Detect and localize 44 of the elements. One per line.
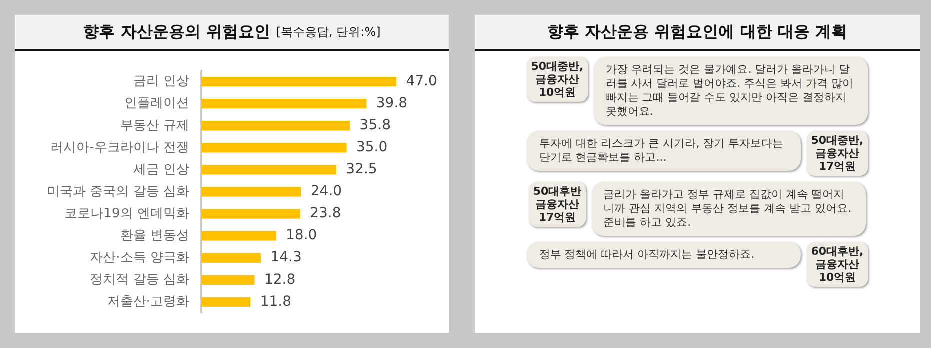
y-tick-label: 부동산 규제 bbox=[120, 118, 190, 134]
bar bbox=[201, 187, 302, 197]
text: 50대중반, 금융자산 17억원 bbox=[807, 131, 868, 176]
text: 투자에 대한 리스크가 큰 시기라, 장기 투자보다는 단기로 현금확보를 하고... bbox=[527, 131, 802, 171]
text: 50대후반 금융자산 17억원 bbox=[529, 182, 586, 227]
bar bbox=[201, 121, 350, 131]
y-tick-label: 자산·소득 양극화 bbox=[90, 250, 190, 266]
data-label: 39.8 bbox=[376, 95, 408, 112]
bar bbox=[201, 99, 367, 109]
text: 60대후반, 금융자산 10억원 bbox=[807, 242, 868, 287]
y-tick-label: 금리 인상 bbox=[133, 74, 190, 90]
bar bbox=[201, 253, 262, 263]
data-label: 11.8 bbox=[260, 294, 292, 310]
bar bbox=[201, 231, 276, 241]
data-label: 14.3 bbox=[270, 250, 302, 266]
text: 가장 우려되는 것은 물가예요. 달러가 올라가니 달러를 사서 달러로 벌어야죠. 주식은 봐서 가격 많이 빠지는 그때 들어갈 수도 있지만 아직은 결정하지 못했어요. bbox=[594, 57, 868, 125]
bar bbox=[201, 165, 336, 175]
y-tick-label: 저출산·고령화 bbox=[107, 294, 190, 310]
y-tick-label: 정치적 갈등 심화 bbox=[90, 272, 190, 288]
bar bbox=[201, 76, 397, 87]
y-tick-label: 미국과 중국의 갈등 심화 bbox=[46, 184, 190, 200]
data-label: 18.0 bbox=[286, 228, 318, 244]
data-label: 12.8 bbox=[264, 272, 296, 288]
y-tick-label: 코로나19의 엔데믹화 bbox=[64, 206, 190, 222]
chart-subtitle: [복수응답, 단위:%] bbox=[276, 24, 381, 40]
data-label: 23.8 bbox=[310, 206, 342, 222]
y-tick-label: 세금 인상 bbox=[133, 162, 190, 178]
data-label: 47.0 bbox=[406, 73, 438, 90]
data-label: 35.8 bbox=[360, 118, 391, 134]
y-tick-label: 인플레이션 bbox=[124, 96, 190, 112]
bar bbox=[201, 143, 347, 153]
bar bbox=[201, 275, 255, 285]
data-label: 35.0 bbox=[356, 140, 388, 156]
bar bbox=[201, 209, 300, 219]
text: 금리가 올라가고 정부 규제로 집값이 계속 떨어지니까 관심 지역의 부동산 정보를 계속 받고 있어요. 준비를 하고 있죠. bbox=[592, 182, 866, 236]
chart-title: 향후 자산운용의 위험요인 bbox=[83, 22, 270, 42]
text: 정부 정책에 따라서 아직까지는 불안정하죠. bbox=[527, 242, 802, 268]
data-label: 32.5 bbox=[346, 162, 378, 178]
y-tick-label: 러시아-우크라이나 전쟁 bbox=[50, 140, 190, 156]
text: 50대중반, 금융자산 10억원 bbox=[527, 57, 588, 102]
data-label: 24.0 bbox=[310, 184, 342, 200]
bar bbox=[201, 297, 251, 308]
y-tick-label: 환율 변동성 bbox=[120, 228, 190, 244]
text: 향후 자산운용 위험요인에 대한 대응 계획 bbox=[548, 22, 848, 42]
